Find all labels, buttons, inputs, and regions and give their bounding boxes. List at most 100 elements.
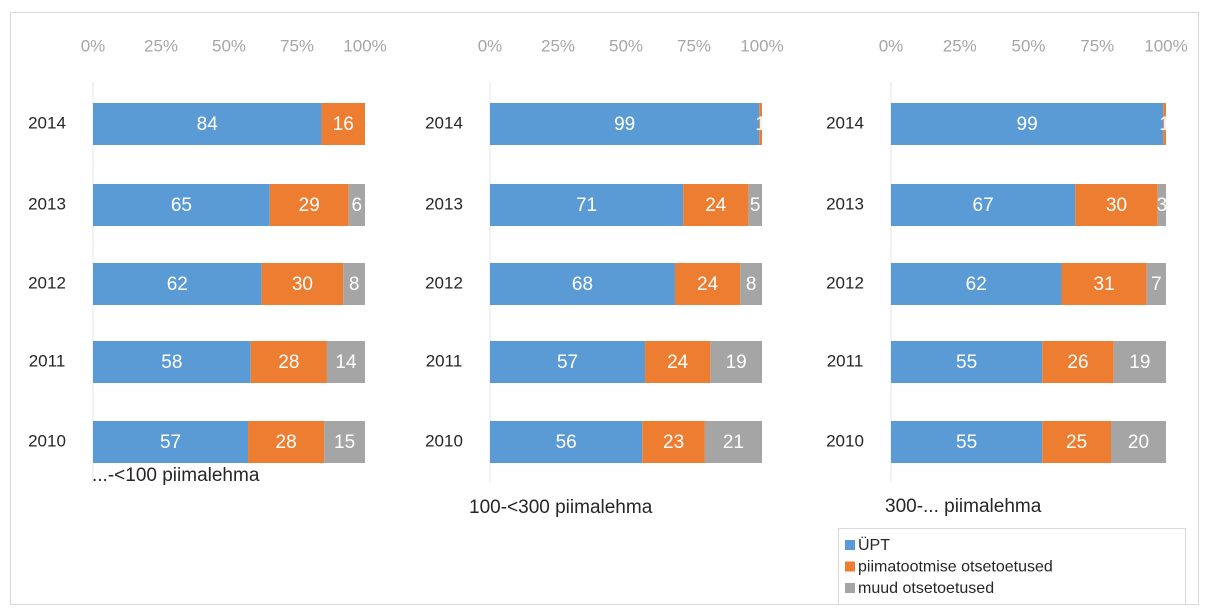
legend-swatch [845, 561, 855, 572]
bar-segment [891, 103, 1164, 145]
x-tick-label: 75% [1080, 36, 1114, 55]
x-tick-label: 100% [1144, 36, 1187, 55]
y-tick-label: 2013 [425, 194, 463, 213]
legend-label: muud otsetoetused [858, 580, 994, 597]
bar-segment [93, 263, 262, 305]
y-tick-label: 2014 [28, 113, 66, 132]
x-tick-label: 0% [879, 36, 904, 55]
bar-segment [490, 421, 643, 463]
legend-label: piimatootmise otsetoetused [858, 559, 1053, 576]
data-label: 67 [973, 195, 994, 216]
bar-segment [683, 184, 749, 226]
bar-segment [710, 341, 762, 383]
data-label: 26 [1067, 352, 1088, 373]
data-label: 5 [750, 195, 761, 216]
data-label: 68 [572, 274, 593, 295]
y-tick-label: 2010 [425, 431, 463, 450]
legend-box [838, 528, 1186, 605]
data-label: 24 [667, 352, 689, 373]
data-label: 56 [556, 432, 577, 453]
data-label: 30 [1106, 195, 1127, 216]
x-tick-label: 100% [740, 36, 783, 55]
y-tick-label: 2014 [425, 113, 463, 132]
bar-segment [1075, 184, 1158, 226]
data-label: 28 [278, 352, 299, 373]
x-tick-label: 50% [212, 36, 246, 55]
legend-swatch [845, 540, 855, 550]
bar-segment [321, 103, 365, 145]
legend-swatch [845, 583, 855, 593]
bar-segment [748, 184, 762, 226]
data-label: 30 [292, 274, 313, 295]
data-label: 21 [723, 432, 744, 453]
data-label: 1 [1159, 114, 1170, 135]
data-label: 65 [171, 195, 192, 216]
legend-label: ÜPT [858, 536, 890, 554]
bar-segment [490, 184, 684, 226]
x-tick-label: 0% [478, 36, 503, 55]
y-tick-label: 2014 [826, 113, 864, 132]
bar-segment [1113, 341, 1166, 383]
bar-segment [1111, 421, 1166, 463]
data-label: 71 [576, 195, 597, 216]
y-tick-label: 2010 [28, 431, 66, 450]
y-tick-label: 2013 [28, 194, 66, 213]
bar-segment [324, 421, 365, 463]
bar-segment [759, 103, 762, 145]
bar-segment [642, 421, 705, 463]
data-label: 6 [352, 195, 363, 216]
panel-title: ...-<100 piimalehma [92, 465, 260, 486]
bar-segment [891, 184, 1076, 226]
bar-segment [490, 263, 675, 305]
panel-title: 100-<300 piimalehma [469, 497, 653, 518]
bar-segment [1042, 341, 1114, 383]
data-label: 55 [956, 432, 977, 453]
x-tick-label: 25% [144, 36, 178, 55]
x-tick-label: 50% [1011, 36, 1045, 55]
x-tick-label: 75% [280, 36, 314, 55]
data-label: 16 [333, 114, 354, 135]
data-label: 7 [1151, 274, 1162, 295]
data-label: 15 [334, 432, 355, 453]
chart-border [10, 12, 1199, 605]
bar-segment [348, 184, 365, 226]
bar-segment [1042, 421, 1111, 463]
bar-segment [269, 184, 349, 226]
y-tick-label: 2010 [826, 431, 864, 450]
data-label: 58 [161, 352, 182, 373]
data-label: 55 [956, 352, 977, 373]
bar-segment [891, 263, 1062, 305]
bar-segment [1061, 263, 1147, 305]
bar-segment [261, 263, 344, 305]
y-tick-label: 2013 [826, 194, 864, 213]
x-tick-label: 0% [81, 36, 106, 55]
y-tick-label: 2011 [426, 351, 463, 370]
data-label: 28 [276, 432, 297, 453]
data-label: 14 [335, 352, 357, 373]
bar-segment [674, 263, 741, 305]
data-label: 24 [697, 274, 719, 295]
data-label: 23 [663, 432, 684, 453]
bar-segment [891, 421, 1043, 463]
bar-segment [93, 341, 251, 383]
data-label: 19 [726, 352, 747, 373]
bar-segment [93, 184, 270, 226]
bar-segment [343, 263, 365, 305]
x-tick-label: 75% [677, 36, 711, 55]
data-label: 3 [1157, 195, 1168, 216]
bar-segment [645, 341, 711, 383]
data-label: 99 [1017, 114, 1038, 135]
y-tick-label: 2011 [29, 351, 66, 370]
bar-segment [490, 341, 646, 383]
bar-segment [490, 103, 760, 145]
bar-segment [93, 103, 322, 145]
data-label: 84 [197, 114, 219, 135]
bar-segment [93, 421, 249, 463]
y-tick-label: 2012 [425, 273, 463, 292]
data-label: 19 [1129, 352, 1150, 373]
y-tick-label: 2011 [827, 351, 864, 370]
x-tick-label: 100% [343, 36, 386, 55]
bar-segment [740, 263, 762, 305]
data-label: 20 [1128, 432, 1149, 453]
